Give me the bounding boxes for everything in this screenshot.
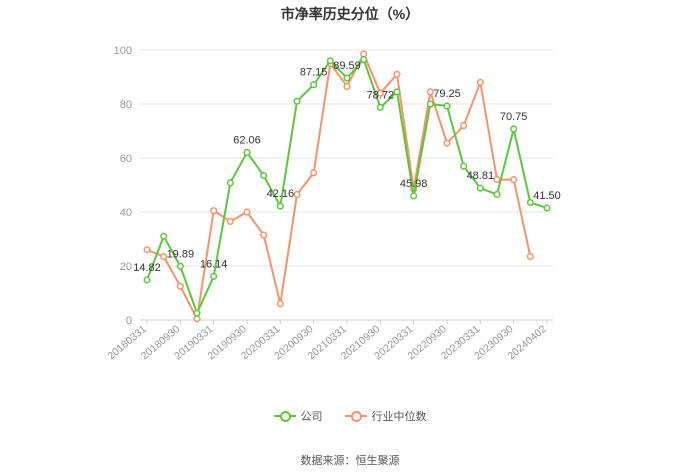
series-point-company-20200630 <box>293 97 301 105</box>
data-label-company-20180930: 19.89 <box>167 248 195 260</box>
series-point-company-20210630 <box>360 55 368 64</box>
legend-swatch-company <box>273 410 296 422</box>
y-tick-label-100: 100 <box>114 45 132 57</box>
series-point-industry-median-20221231 <box>460 122 468 130</box>
series-point-company-20240402 <box>543 204 551 212</box>
series-point-company-20190630 <box>226 179 234 187</box>
series-point-company-20181231 <box>193 309 201 317</box>
series-point-company-20201231 <box>326 57 334 65</box>
series-line-industry-median <box>146 53 532 320</box>
series-point-company-20220331 <box>410 192 418 200</box>
series-point-company-20190331 <box>210 272 218 280</box>
series-point-industry-median-20190331 <box>210 207 218 215</box>
series-point-company-20180331 <box>143 276 151 284</box>
y-tick-label-60: 60 <box>120 153 132 165</box>
data-label-company-20220331: 45.98 <box>400 178 428 190</box>
series-point-company-20230331 <box>476 184 484 192</box>
data-label-company-20220930: 79.25 <box>433 88 461 100</box>
series-point-industry-median-20210331 <box>343 82 351 90</box>
series-point-company-20230630 <box>493 190 501 198</box>
legend-label-industry-median: 行业中位数 <box>371 411 427 423</box>
series-point-company-20230930 <box>510 125 518 133</box>
series-point-company-20180930 <box>176 262 184 270</box>
series-point-company-20180630 <box>160 232 168 240</box>
legend-item-industry-median[interactable]: 行业中位数 <box>344 408 427 424</box>
series-point-industry-median-20210930 <box>376 89 384 97</box>
series-point-company-20231231 <box>526 199 534 207</box>
series-point-industry-median-20200630 <box>293 190 301 198</box>
data-label-company-20230930: 70.75 <box>500 111 528 123</box>
data-label-company-20190930: 62.06 <box>233 134 261 146</box>
series-point-industry-median-20190930 <box>243 208 251 216</box>
y-tick-label-80: 80 <box>120 99 132 111</box>
series-point-industry-median-20220930 <box>443 139 451 147</box>
data-source-note: 数据来源：恒生聚源 <box>300 455 400 467</box>
series-point-industry-median-20230630 <box>493 176 501 184</box>
series-point-industry-median-20180930 <box>176 282 184 290</box>
data-label-company-20230331: 48.81 <box>467 170 495 182</box>
chart-legend: 公司 行业中位数 <box>0 408 700 424</box>
series-point-company-20210930 <box>376 103 384 112</box>
series-point-industry-median-20230331 <box>476 78 484 86</box>
series-point-industry-median-20180331 <box>143 246 151 254</box>
y-tick-label-40: 40 <box>120 207 132 219</box>
data-label-company-20180331: 14.82 <box>133 262 161 274</box>
series-point-industry-median-20230930 <box>510 176 518 184</box>
series-point-company-20200930 <box>310 81 318 89</box>
series-point-industry-median-20220630 <box>426 88 434 96</box>
series-point-company-20200331 <box>276 202 284 210</box>
data-label-company-20190331: 16.14 <box>200 258 228 270</box>
series-point-company-20210331 <box>343 74 351 82</box>
legend-label-company: 公司 <box>300 411 323 423</box>
series-point-industry-median-20200331 <box>276 300 284 308</box>
data-label-company-20210930: 78.72 <box>367 89 395 101</box>
chart-title: 市净率历史分位（%） <box>280 6 420 22</box>
series-point-company-20221231 <box>460 162 468 170</box>
legend-item-company[interactable]: 公司 <box>273 408 323 424</box>
data-label-company-20200930: 87.15 <box>300 67 328 79</box>
series-point-company-20220930 <box>443 102 451 110</box>
series-point-industry-median-20211231 <box>393 70 401 78</box>
series-point-industry-median-20231231 <box>526 252 534 261</box>
legend-swatch-industry-median <box>344 410 367 422</box>
series-point-industry-median-20200930 <box>310 169 318 177</box>
series-point-company-20191231 <box>260 172 268 180</box>
series-point-company-20211231 <box>393 88 401 96</box>
y-tick-label-20: 20 <box>120 261 132 273</box>
data-label-company-20210331: 89.59 <box>333 60 361 72</box>
series-point-company-20220630 <box>426 100 434 108</box>
series-point-company-20190930 <box>243 148 251 156</box>
data-label-company-20200331: 42.16 <box>267 188 295 200</box>
series-line-company <box>146 58 548 315</box>
y-tick-label-0: 0 <box>126 315 132 327</box>
series-point-industry-median-20191231 <box>260 231 268 239</box>
series-point-industry-median-20190630 <box>226 217 234 225</box>
data-label-company-20240402: 41.50 <box>533 190 561 202</box>
series-point-industry-median-20180630 <box>160 252 168 261</box>
